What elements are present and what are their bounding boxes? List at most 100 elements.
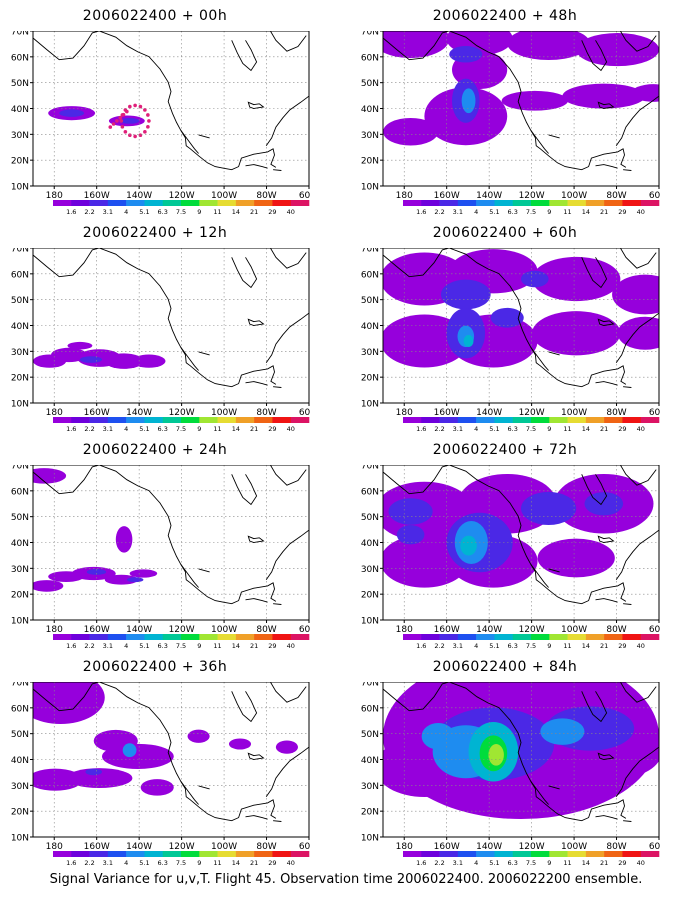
observation-point: [147, 119, 151, 123]
colorbar-swatch: [199, 200, 218, 206]
colorbar-label: 29: [618, 859, 626, 867]
colorbar-swatch: [144, 851, 164, 857]
map-plot: 10N 20N 30N 40N 50N 60N 70N 180 160W 140W 120W 100W…: [350, 31, 660, 218]
observation-point: [146, 113, 150, 117]
colorbar-swatch: [290, 417, 310, 423]
map-panel-60h: 2006022400 + 60h 10N 20N 30N 40N 50N 60N 70N 18…: [350, 225, 660, 435]
observation-point: [108, 125, 113, 129]
colorbar-swatch: [585, 851, 605, 857]
observation-point: [128, 133, 132, 138]
x-tick-label: 60W: [299, 408, 310, 418]
colorbar-label: 9: [197, 859, 201, 867]
colorbar: 1.6 2.2 3.1 4 5.1 6.3 7.5 9 11 14 21 29 40: [403, 851, 660, 867]
panel-title: 2006022400 + 60h: [432, 225, 578, 241]
colorbar-label: 40: [637, 208, 645, 216]
colorbar-label: 21: [600, 425, 608, 433]
y-tick-label: 60N: [11, 704, 29, 714]
signal-variance-region: [104, 574, 138, 585]
x-tick-label: 100W: [561, 191, 587, 201]
colorbar-swatch: [217, 634, 237, 640]
colorbar-swatch: [640, 634, 660, 640]
x-tick-label: 140W: [476, 842, 502, 852]
colorbar-label: 5.1: [489, 642, 499, 650]
colorbar-label: 21: [600, 642, 608, 650]
x-tick-label: 140W: [476, 408, 502, 418]
signal-variance-region: [132, 354, 166, 368]
colorbar: 1.6 2.2 3.1 4 5.1 6.3 7.5 9 11 14 21 29 40: [53, 200, 310, 216]
x-tick-label: 120W: [169, 625, 195, 635]
colorbar-swatch: [512, 851, 532, 857]
colorbar-label: 1.6: [416, 425, 426, 433]
y-tick-label: 40N: [361, 322, 379, 332]
colorbar-label: 7.5: [176, 642, 186, 650]
colorbar-swatch: [53, 417, 72, 423]
colorbar-swatch: [439, 200, 459, 206]
x-tick-label: 80W: [606, 842, 626, 852]
signal-variance-region: [275, 740, 298, 754]
observation-point: [115, 119, 119, 123]
x-tick-label: 100W: [211, 191, 237, 201]
colorbar-swatch: [71, 200, 90, 206]
coastline: [383, 465, 659, 605]
x-tick-label: 100W: [211, 408, 237, 418]
x-tick-label: 100W: [561, 625, 587, 635]
x-tick-label: 140W: [476, 625, 502, 635]
colorbar-swatch: [549, 634, 568, 640]
map-panel-84h: 2006022400 + 84h 10N 20N 30N 40N 50N 60N 70N 18…: [350, 659, 660, 869]
colorbar-swatch: [640, 417, 660, 423]
colorbar-label: 4: [474, 859, 478, 867]
observation-point: [143, 130, 147, 134]
x-tick-label: 180: [396, 842, 413, 852]
panel-title: 2006022400 + 72h: [432, 442, 578, 458]
signal-variance-region: [85, 768, 102, 776]
colorbar-swatch: [585, 634, 605, 640]
observation-point: [133, 103, 137, 108]
x-tick-label: 160W: [84, 625, 110, 635]
x-tick-label: 160W: [434, 625, 460, 635]
signal-variance-region: [584, 492, 624, 516]
x-tick-label: 100W: [211, 625, 237, 635]
x-tick-label: 180: [46, 191, 63, 201]
gridlines: [33, 465, 309, 620]
colorbar-label: 11: [563, 208, 571, 216]
colorbar-swatch: [549, 417, 568, 423]
colorbar-swatch: [604, 200, 623, 206]
colorbar-label: 4: [124, 859, 128, 867]
x-tick-label: 60W: [299, 191, 310, 201]
colorbar-label: 2.2: [434, 642, 444, 650]
map-plot: 10N 20N 30N 40N 50N 60N 70N 180 160W 140W 120W 100W…: [350, 682, 660, 869]
colorbar-swatch: [217, 417, 237, 423]
colorbar-swatch: [107, 634, 127, 640]
colorbar-label: 14: [232, 425, 240, 433]
x-tick-label: 60W: [649, 408, 660, 418]
colorbar-label: 5.1: [139, 425, 149, 433]
colorbar: 1.6 2.2 3.1 4 5.1 6.3 7.5 9 11 14 21 29 40: [403, 417, 660, 433]
colorbar-swatch: [181, 851, 200, 857]
colorbar-label: 21: [250, 425, 258, 433]
colorbar-swatch: [604, 851, 623, 857]
y-tick-label: 70N: [361, 248, 379, 255]
signal-variance-region: [463, 335, 474, 347]
colorbar-label: 40: [637, 859, 645, 867]
map-plot: 10N 20N 30N 40N 50N 60N 70N 180 160W 140W 120W 100W…: [0, 248, 310, 435]
colorbar-swatch: [403, 200, 422, 206]
observation-point: [146, 125, 150, 129]
colorbar-label: 29: [618, 642, 626, 650]
colorbar-swatch: [457, 851, 477, 857]
y-tick-label: 50N: [11, 79, 29, 89]
y-tick-label: 40N: [361, 539, 379, 549]
colorbar-label: 6.3: [158, 642, 168, 650]
colorbar-label: 5.1: [489, 425, 499, 433]
x-tick-label: 160W: [434, 842, 460, 852]
colorbar-swatch: [640, 200, 660, 206]
signal-variance-region: [59, 109, 85, 117]
x-tick-label: 140W: [126, 191, 152, 201]
colorbar-swatch: [272, 200, 292, 206]
colorbar-label: 7.5: [526, 642, 536, 650]
signal-variance-region: [460, 535, 477, 556]
signal-variance-region: [126, 577, 144, 583]
y-tick-label: 30N: [361, 131, 379, 141]
gridlines: [33, 682, 309, 837]
colorbar-swatch: [71, 417, 90, 423]
x-tick-label: 180: [46, 625, 63, 635]
